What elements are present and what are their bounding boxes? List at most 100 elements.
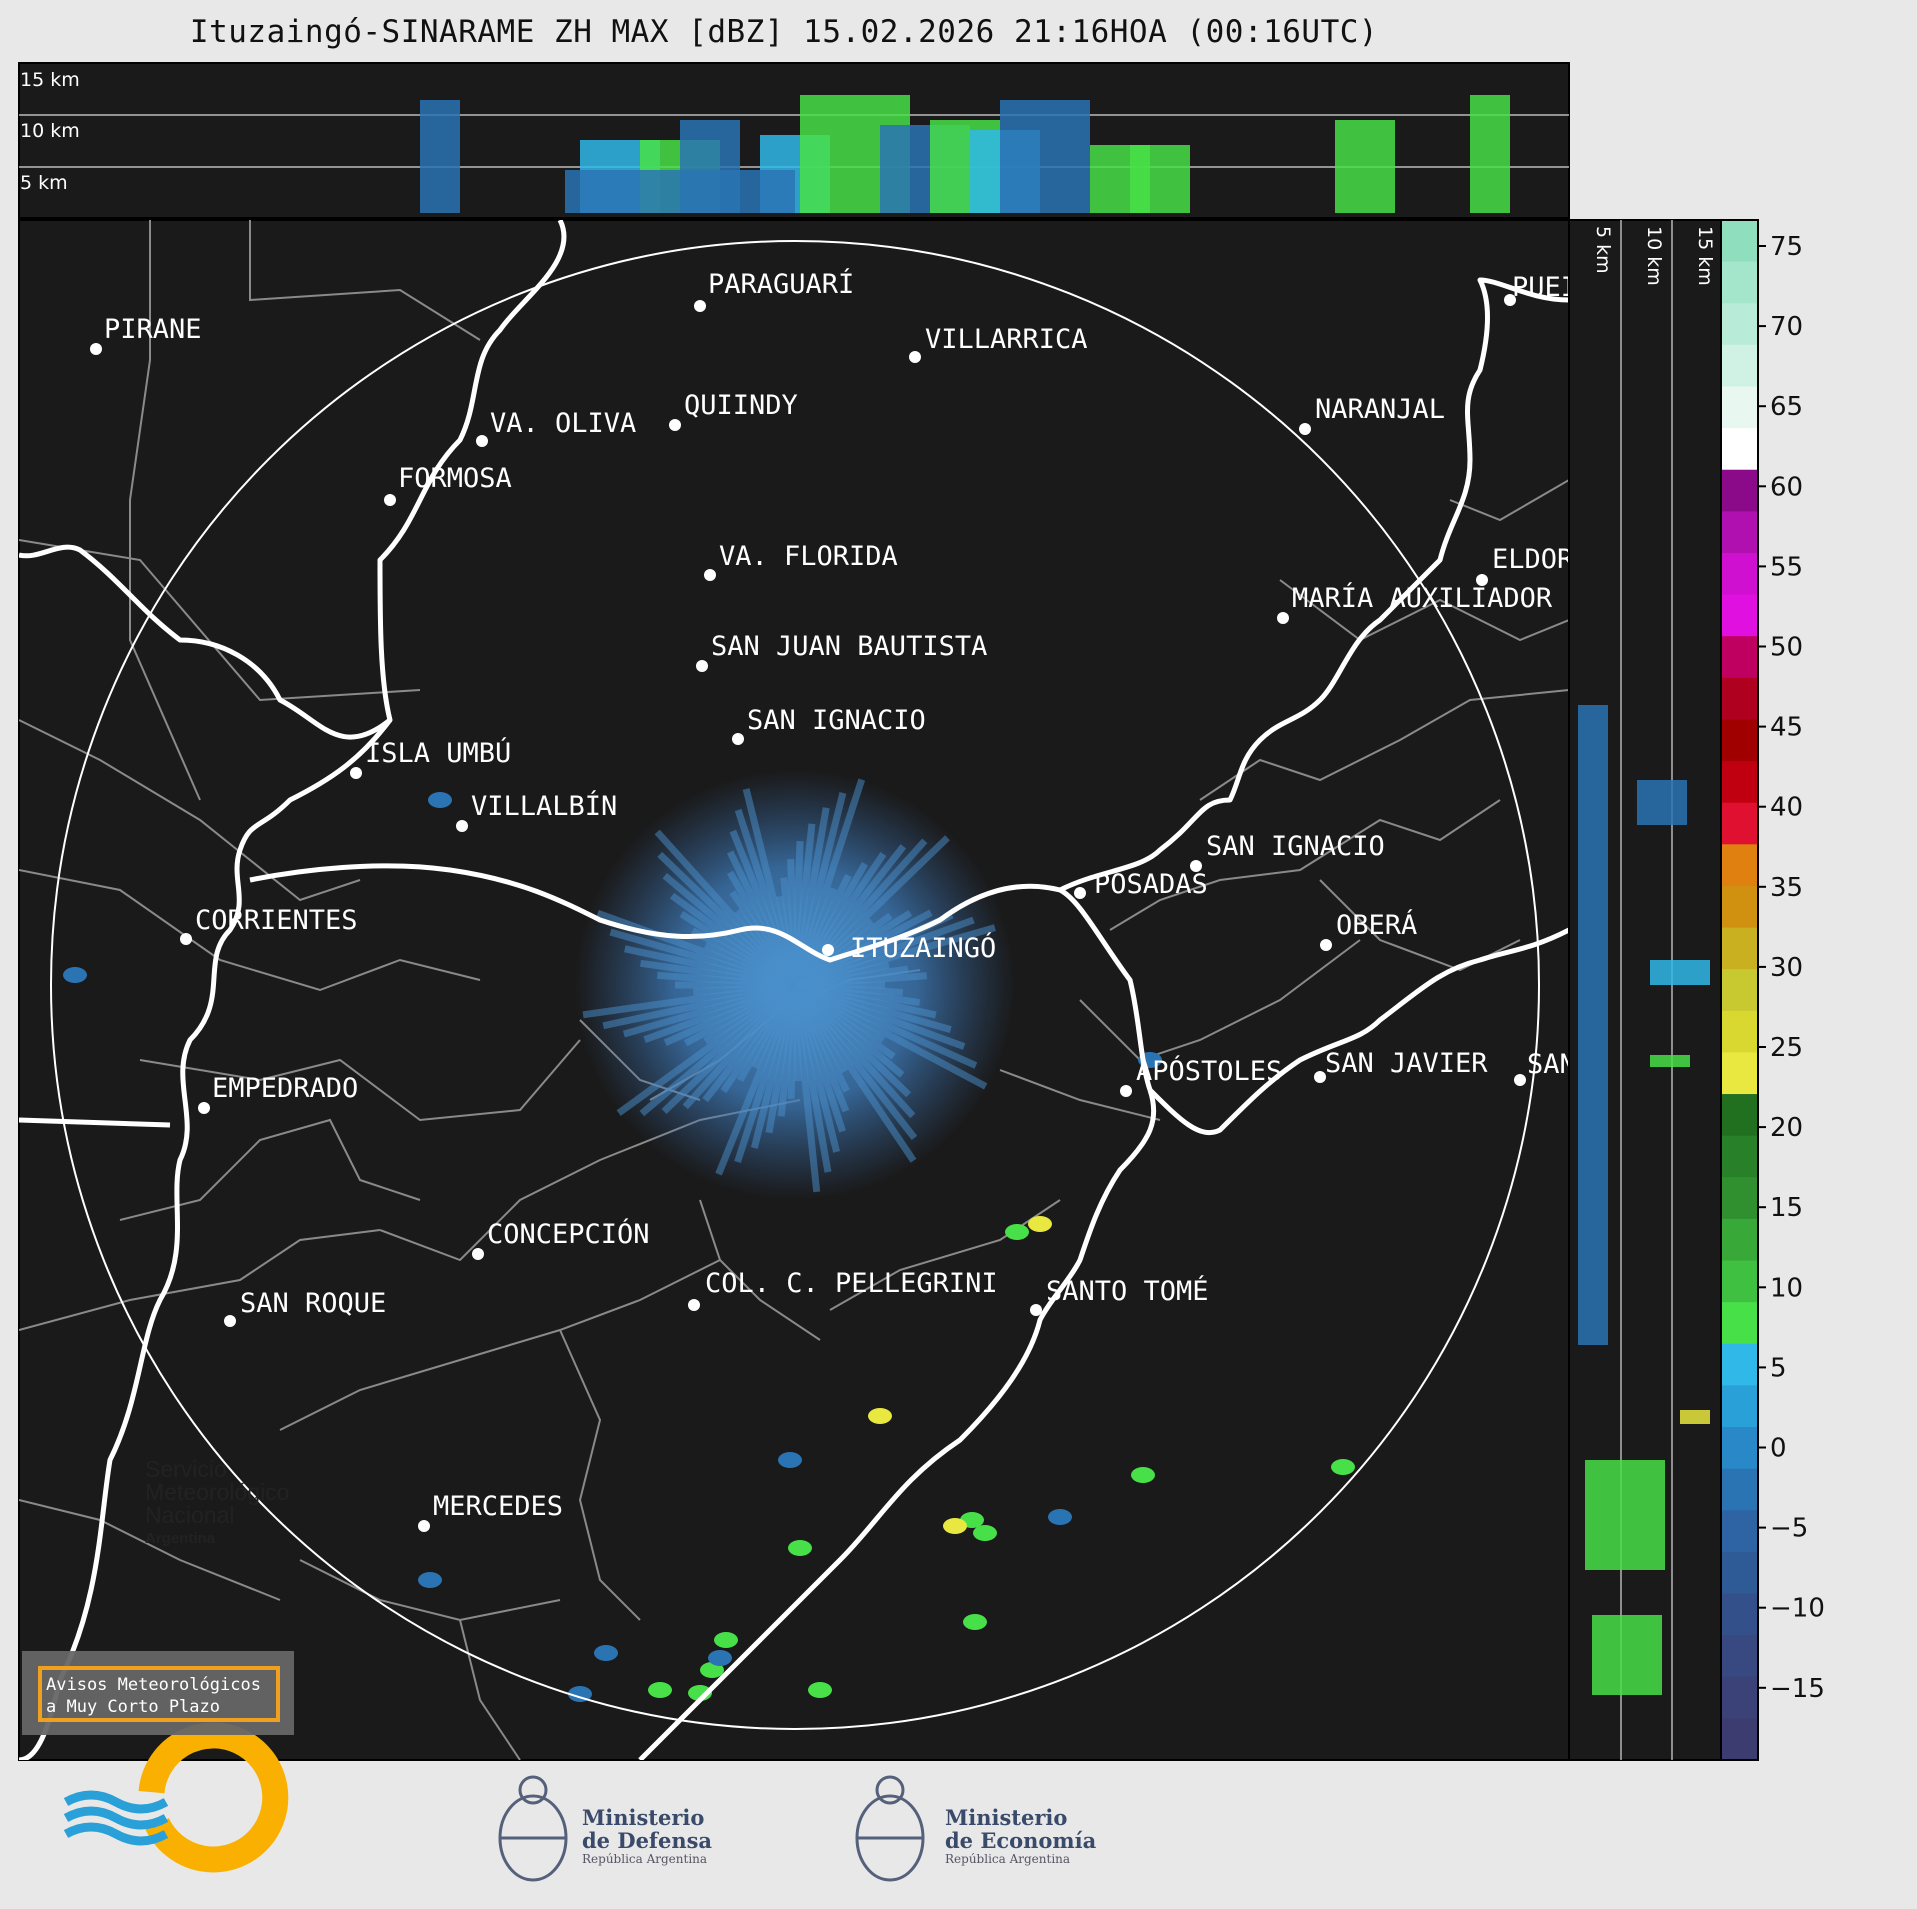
colorbar-swatch bbox=[1721, 969, 1758, 1012]
colorbar-swatch bbox=[1721, 552, 1758, 596]
colorbar-tick-label: 65 bbox=[1770, 392, 1803, 422]
colorbar-tick-label: −5 bbox=[1770, 1514, 1808, 1544]
defensa-seal-logo bbox=[498, 1775, 568, 1882]
colorbar-tick-label: 40 bbox=[1770, 793, 1803, 823]
reflectivity-echoes bbox=[63, 770, 1355, 1702]
radar-map: PARAGUARÍ VILLARRICA PIRANE QUIINDY VA. OLIV… bbox=[18, 219, 1574, 1761]
city-marker bbox=[1030, 1304, 1042, 1316]
colorbar-tick-label: 60 bbox=[1770, 472, 1803, 502]
colorbar-swatch bbox=[1721, 386, 1758, 429]
city-label: PARAGUARÍ bbox=[708, 268, 854, 300]
storm-cell bbox=[808, 1682, 832, 1698]
colorbar-swatch bbox=[1721, 1094, 1758, 1137]
defensa-line-1: Ministerio bbox=[582, 1805, 705, 1830]
economia-seal-logo bbox=[855, 1775, 925, 1882]
economia-line-1: Ministerio bbox=[945, 1805, 1068, 1830]
city-marker bbox=[198, 1102, 210, 1114]
colorbar-swatch bbox=[1721, 344, 1758, 388]
economia-logo-text: Ministerio de Economía República Argenti… bbox=[945, 1806, 1096, 1866]
colorbar-tick-label: 70 bbox=[1770, 312, 1803, 342]
storm-cell bbox=[1048, 1509, 1072, 1525]
storm-cell bbox=[973, 1525, 997, 1541]
colorbar-swatch bbox=[1721, 1676, 1758, 1719]
clutter-spoke bbox=[794, 972, 927, 989]
warning-line-2: a Muy Corto Plazo bbox=[46, 1697, 220, 1717]
vertical-echo-column bbox=[1650, 960, 1710, 985]
storm-cell bbox=[594, 1645, 618, 1661]
city-marker bbox=[1514, 1074, 1526, 1086]
smn-line-2: Meteorológico bbox=[145, 1479, 290, 1505]
colorbar-swatch bbox=[1721, 761, 1758, 804]
colorbar-swatch bbox=[1721, 511, 1758, 554]
warning-line-1: Avisos Meteorológicos bbox=[46, 1675, 261, 1695]
city-marker bbox=[224, 1315, 236, 1327]
city-label: VILLARRICA bbox=[925, 324, 1088, 355]
colorbar-swatch bbox=[1721, 802, 1758, 845]
range-ring bbox=[50, 240, 1540, 1730]
colorbar-swatch bbox=[1721, 927, 1758, 970]
colorbar-tick-label: 50 bbox=[1770, 633, 1803, 663]
city-label: MERCEDES bbox=[433, 1491, 563, 1522]
smn-logo bbox=[63, 1722, 289, 1873]
city-label: ELDOR bbox=[1492, 544, 1574, 575]
colorbar-swatch bbox=[1721, 1468, 1758, 1511]
vertical-echo-column bbox=[1470, 95, 1510, 213]
smn-logo-text: Servicio Meteorológico Nacional Argentin… bbox=[145, 1458, 289, 1550]
colorbar-swatch bbox=[1721, 719, 1758, 762]
city-label: NARANJAL bbox=[1315, 394, 1445, 425]
side-panel-label-15km: 15 km bbox=[1694, 226, 1716, 286]
city-label: ISLA UMBÚ bbox=[365, 737, 511, 769]
city-label: FORMOSA bbox=[398, 463, 512, 494]
colorbar-swatch bbox=[1721, 220, 1758, 263]
colorbar-swatch bbox=[1721, 636, 1758, 679]
city-label: CORRIENTES bbox=[195, 905, 358, 936]
city-marker bbox=[384, 494, 396, 506]
storm-cell bbox=[63, 967, 87, 983]
colorbar-swatch bbox=[1721, 1260, 1758, 1303]
top-panel-label-5km: 5 km bbox=[20, 172, 68, 194]
smn-line-1: Servicio bbox=[145, 1456, 227, 1482]
colorbar-tick-label: 25 bbox=[1770, 1033, 1803, 1063]
city-label: APÓSTOLES bbox=[1136, 1055, 1282, 1087]
map-title: Ituzaingó-SINARAME ZH MAX [dBZ] 15.02.20… bbox=[189, 14, 1379, 50]
city-marker bbox=[1120, 1085, 1132, 1097]
colorbar-swatch bbox=[1721, 594, 1758, 637]
colorbar-tick-label: 35 bbox=[1770, 873, 1803, 903]
smn-line-4: Argentina bbox=[145, 1530, 216, 1547]
colorbar-swatch bbox=[1721, 1635, 1758, 1678]
top-panel-label-15km: 15 km bbox=[20, 69, 80, 91]
colorbar-swatch bbox=[1721, 1010, 1758, 1054]
city-marker bbox=[696, 660, 708, 672]
colorbar-swatch bbox=[1721, 677, 1758, 721]
storm-cell bbox=[700, 1662, 724, 1678]
city-marker bbox=[1074, 887, 1086, 899]
side-panel-label-10km: 10 km bbox=[1643, 226, 1665, 286]
city-marker bbox=[909, 351, 921, 363]
international-borders bbox=[19, 220, 1569, 1760]
top-cross-section-panel: 15 km 10 km 5 km bbox=[18, 62, 1570, 219]
colorbar-swatch bbox=[1721, 1593, 1758, 1636]
storm-cell bbox=[868, 1408, 892, 1424]
city-label: COL. C. PELLEGRINI bbox=[705, 1268, 998, 1299]
city-label: SAN ROQUE bbox=[240, 1288, 386, 1319]
city-label: CONCEPCIÓN bbox=[487, 1218, 650, 1250]
city-marker bbox=[90, 343, 102, 355]
colorbar-tick-label: 5 bbox=[1770, 1353, 1787, 1383]
colorbar-tick-label: 45 bbox=[1770, 713, 1803, 743]
city-marker bbox=[1320, 939, 1332, 951]
city-marker bbox=[1299, 423, 1311, 435]
colorbar-swatch bbox=[1721, 844, 1758, 887]
city-marker bbox=[704, 569, 716, 581]
top-panel-label-10km: 10 km bbox=[20, 120, 80, 142]
city-marker bbox=[456, 820, 468, 832]
colorbar-swatch bbox=[1721, 885, 1758, 929]
storm-cell bbox=[1028, 1216, 1052, 1232]
city-markers: PARAGUARÍ VILLARRICA PIRANE QUIINDY VA. OLIV… bbox=[90, 268, 1574, 1532]
city-marker bbox=[669, 419, 681, 431]
city-label: SAN JAVIER bbox=[1325, 1048, 1488, 1079]
warning-link-box[interactable]: Avisos Meteorológicos a Muy Corto Plazo bbox=[38, 1666, 280, 1722]
colorbar-tick-label: 30 bbox=[1770, 953, 1803, 983]
vertical-echo-column bbox=[1650, 1055, 1690, 1067]
colorbar-tick-label: 10 bbox=[1770, 1273, 1803, 1303]
